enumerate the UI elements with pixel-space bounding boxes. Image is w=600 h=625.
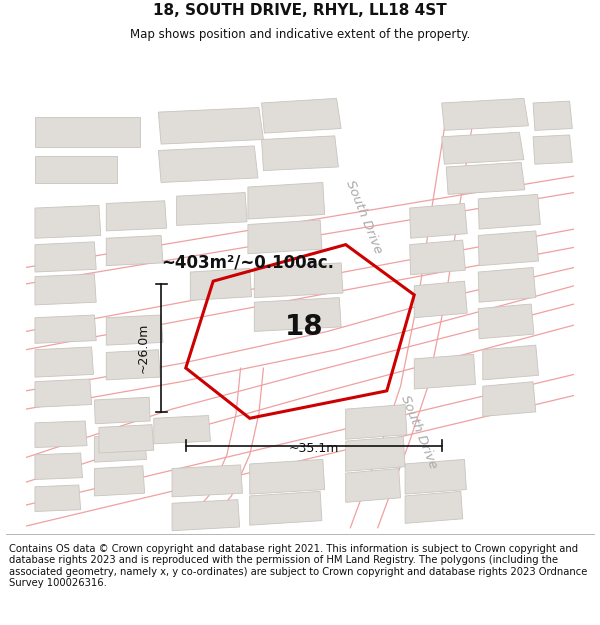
Text: South Drive: South Drive [343, 179, 385, 256]
Polygon shape [94, 398, 150, 424]
Polygon shape [154, 416, 211, 444]
Polygon shape [483, 345, 539, 380]
Text: 18, SOUTH DRIVE, RHYL, LL18 4ST: 18, SOUTH DRIVE, RHYL, LL18 4ST [153, 3, 447, 18]
Polygon shape [414, 354, 475, 389]
Polygon shape [106, 350, 160, 380]
Polygon shape [262, 98, 341, 133]
Polygon shape [158, 146, 258, 182]
Polygon shape [106, 315, 163, 345]
Polygon shape [254, 263, 343, 298]
Polygon shape [35, 206, 101, 238]
Polygon shape [346, 404, 407, 439]
Polygon shape [478, 194, 541, 229]
Polygon shape [158, 107, 263, 144]
Polygon shape [478, 268, 536, 302]
Polygon shape [254, 298, 341, 331]
Polygon shape [250, 459, 325, 494]
Polygon shape [410, 204, 467, 238]
Polygon shape [248, 220, 322, 254]
Polygon shape [35, 485, 80, 511]
Polygon shape [262, 136, 338, 171]
Polygon shape [533, 135, 572, 164]
Polygon shape [106, 236, 163, 266]
Polygon shape [248, 182, 325, 219]
Polygon shape [35, 347, 94, 377]
Text: 18: 18 [285, 313, 324, 341]
Polygon shape [414, 281, 467, 318]
Polygon shape [94, 434, 146, 462]
Polygon shape [483, 382, 536, 416]
Polygon shape [35, 453, 82, 479]
Text: Contains OS data © Crown copyright and database right 2021. This information is : Contains OS data © Crown copyright and d… [9, 544, 587, 588]
Polygon shape [35, 117, 140, 147]
Polygon shape [94, 466, 145, 496]
Polygon shape [35, 315, 96, 343]
Text: ~35.1m: ~35.1m [289, 442, 339, 455]
Polygon shape [250, 491, 322, 525]
Polygon shape [442, 132, 524, 164]
Polygon shape [405, 459, 466, 494]
Polygon shape [35, 242, 96, 272]
Text: South Drive: South Drive [398, 393, 439, 471]
Polygon shape [35, 379, 92, 408]
Polygon shape [346, 436, 405, 471]
Polygon shape [478, 231, 539, 266]
Text: Map shows position and indicative extent of the property.: Map shows position and indicative extent… [130, 28, 470, 41]
Polygon shape [99, 424, 154, 453]
Polygon shape [176, 192, 247, 226]
Polygon shape [35, 156, 117, 183]
Polygon shape [442, 98, 529, 131]
Polygon shape [346, 469, 401, 502]
Polygon shape [35, 274, 96, 305]
Polygon shape [410, 240, 466, 275]
Polygon shape [172, 465, 242, 497]
Polygon shape [190, 268, 251, 301]
Polygon shape [446, 162, 525, 194]
Text: ~403m²/~0.100ac.: ~403m²/~0.100ac. [161, 254, 334, 272]
Polygon shape [35, 421, 87, 447]
Polygon shape [405, 491, 463, 523]
Polygon shape [106, 201, 167, 231]
Polygon shape [478, 304, 534, 339]
Text: ~26.0m: ~26.0m [137, 322, 150, 373]
Polygon shape [533, 101, 572, 131]
Polygon shape [172, 499, 239, 531]
